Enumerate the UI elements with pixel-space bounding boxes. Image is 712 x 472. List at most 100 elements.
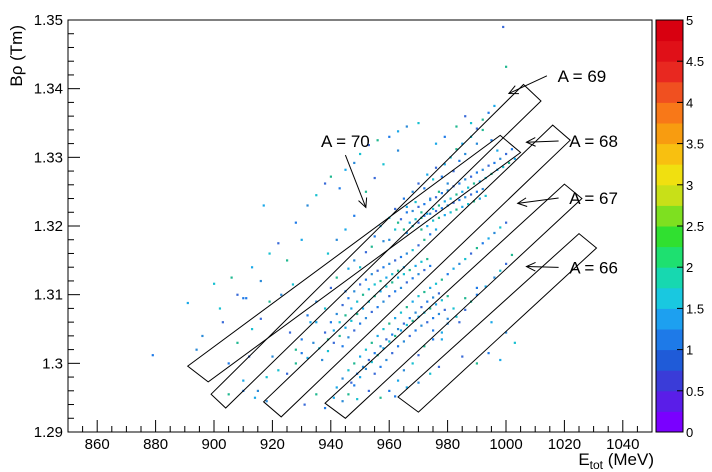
data-point	[306, 356, 309, 360]
data-point	[505, 65, 508, 68]
data-point	[394, 317, 397, 320]
data-point	[151, 354, 154, 357]
data-point	[469, 175, 473, 178]
data-point	[344, 228, 347, 231]
data-point	[443, 308, 446, 311]
data-point	[437, 216, 441, 219]
data-point	[505, 152, 508, 156]
data-point	[356, 398, 359, 401]
data-point	[388, 262, 391, 265]
data-point	[426, 257, 429, 261]
data-point	[344, 314, 347, 317]
data-point	[286, 372, 289, 375]
data-point	[414, 218, 417, 221]
data-point	[250, 328, 254, 331]
data-point	[434, 209, 438, 213]
data-point	[452, 170, 455, 173]
data-point	[341, 345, 344, 348]
y-tick-label: 1.33	[34, 149, 63, 166]
data-point	[429, 307, 432, 310]
data-point	[376, 334, 379, 338]
data-point	[356, 300, 359, 303]
data-point	[505, 262, 508, 265]
colorbar-tick-label: 3	[686, 178, 693, 193]
data-point	[455, 193, 458, 196]
data-point	[464, 257, 467, 261]
data-point	[449, 211, 452, 214]
data-point	[265, 400, 268, 403]
data-point	[455, 125, 458, 128]
data-point	[408, 268, 411, 272]
data-point	[359, 322, 362, 325]
data-point	[496, 149, 499, 152]
data-point	[364, 317, 368, 320]
data-point	[294, 348, 297, 351]
data-point	[440, 299, 443, 302]
data-point	[443, 163, 446, 166]
data-point	[481, 187, 484, 191]
data-point	[434, 142, 438, 145]
x-tick-label: 980	[435, 436, 460, 453]
data-point	[323, 406, 327, 410]
data-point	[367, 389, 370, 392]
colorbar-swatch	[656, 61, 683, 83]
data-point	[388, 340, 391, 343]
data-point	[493, 104, 496, 108]
colorbar-swatch	[656, 287, 683, 309]
colorbar-swatch	[656, 184, 683, 206]
data-point	[399, 286, 403, 289]
data-point	[455, 315, 458, 318]
data-point	[440, 331, 443, 334]
data-point	[347, 393, 350, 396]
data-point	[432, 207, 435, 211]
data-point	[335, 312, 338, 316]
data-point	[350, 381, 353, 384]
data-point	[394, 290, 397, 293]
data-point	[434, 228, 438, 231]
data-point	[417, 182, 420, 185]
data-point	[347, 267, 350, 270]
data-point	[499, 358, 502, 362]
data-point	[481, 242, 484, 245]
data-point	[385, 276, 388, 279]
x-tick-label: 1000	[489, 436, 522, 453]
data-point	[411, 277, 414, 280]
data-point	[426, 212, 429, 215]
data-point	[475, 246, 478, 250]
data-point	[405, 323, 408, 327]
data-point	[423, 238, 426, 241]
data-point	[490, 321, 493, 324]
data-point	[478, 197, 481, 200]
data-point	[385, 358, 388, 362]
data-point	[461, 190, 464, 193]
colorbar-swatch	[656, 411, 683, 433]
data-point	[414, 200, 417, 204]
data-point	[242, 379, 245, 382]
data-point	[382, 266, 385, 269]
colorbar-swatch	[656, 81, 683, 103]
data-point	[429, 286, 432, 289]
x-axis: 860 880 900 920 940 960 980 1000 1020 1040	[67, 420, 653, 453]
data-point	[315, 393, 318, 396]
data-point	[256, 389, 259, 392]
colorbar-swatch	[656, 20, 683, 42]
data-point	[329, 321, 332, 324]
data-point	[379, 345, 382, 348]
data-point	[300, 238, 303, 241]
colorbar-swatch	[656, 226, 683, 248]
data-point	[388, 389, 391, 392]
data-point	[394, 207, 397, 211]
data-point	[440, 278, 443, 281]
x-tick-label: 960	[377, 436, 402, 453]
data-point	[329, 286, 332, 289]
data-point	[440, 175, 443, 178]
data-point	[405, 281, 408, 284]
data-point	[440, 192, 443, 195]
data-point	[402, 369, 405, 372]
data-point	[505, 221, 508, 224]
data-point	[294, 362, 297, 365]
data-point	[227, 362, 230, 365]
colorbar-tick-label: 5	[686, 13, 693, 28]
data-point	[432, 317, 435, 320]
data-point	[382, 347, 385, 350]
